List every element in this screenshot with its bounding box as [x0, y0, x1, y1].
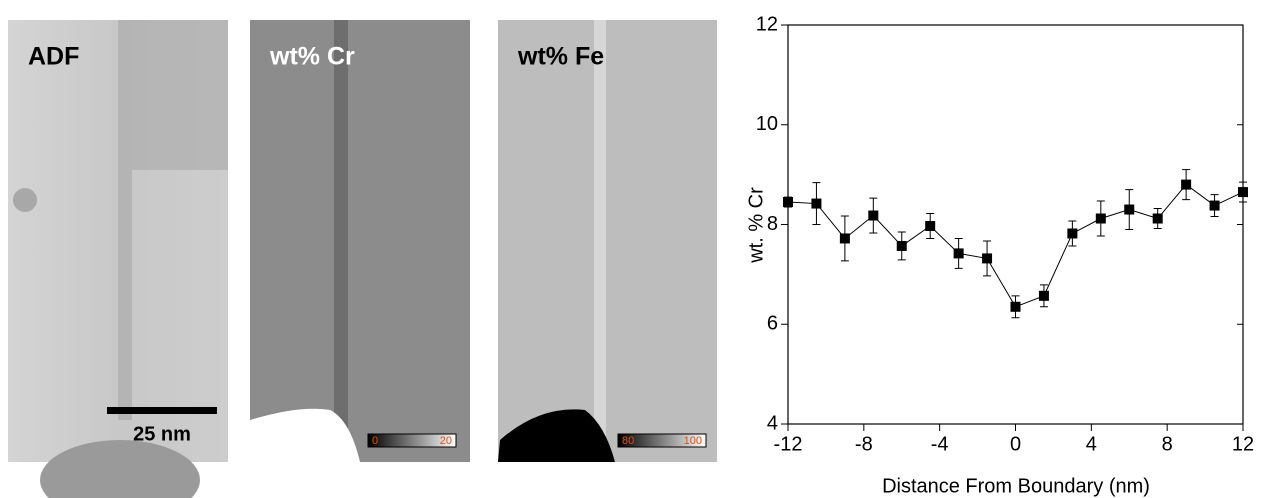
colorbar-label: 80 [622, 435, 634, 447]
boundary [334, 20, 348, 440]
data-point [1095, 213, 1106, 224]
cr-panel: 0 20 wt% Cr [250, 20, 470, 462]
x-tick-label: 8 [1162, 433, 1173, 455]
data-point [953, 248, 964, 259]
x-tick-label: -12 [774, 433, 803, 455]
data-point [1038, 290, 1049, 301]
image-region [125, 20, 228, 170]
image [498, 20, 717, 462]
chart: Distance From Boundary (nm) wt. % Cr -12… [745, 13, 1254, 497]
particle [13, 188, 37, 212]
y-axis-label: wt. % Cr [745, 187, 767, 264]
data-point [896, 240, 907, 251]
colorbar-label: 20 [440, 435, 452, 447]
data-point [1209, 200, 1220, 211]
y-tick-label: 4 [767, 412, 778, 434]
data-point [925, 220, 936, 231]
colorbar-label: 0 [372, 435, 378, 447]
x-axis-label: Distance From Boundary (nm) [882, 475, 1150, 497]
colorbar [617, 433, 707, 448]
panel-title: wt% Cr [269, 43, 355, 71]
particle [250, 408, 360, 462]
data-point [982, 253, 993, 264]
y-tick-label: 6 [767, 313, 778, 335]
particle [40, 440, 200, 498]
data-point [1067, 228, 1078, 239]
colorbar-label: 100 [684, 435, 702, 447]
data-point [839, 233, 850, 244]
data-point [1152, 213, 1163, 224]
y-tick-label: 10 [756, 113, 778, 135]
x-tick-label: 4 [1086, 433, 1097, 455]
x-tick-label: -4 [931, 433, 949, 455]
plot-frame [787, 24, 1244, 425]
particle [498, 409, 615, 462]
data-point [1181, 179, 1192, 190]
x-tick-label: 0 [1010, 433, 1021, 455]
data-point [868, 210, 879, 221]
data-line [787, 183, 1244, 308]
boundary [594, 20, 606, 440]
data-point [811, 198, 822, 209]
scale-bar [107, 407, 217, 414]
panel-title: wt% Fe [517, 43, 604, 71]
image [250, 20, 470, 462]
x-tick-label: 12 [1232, 433, 1254, 455]
colorbar [367, 433, 457, 448]
x-tick-label: -8 [855, 433, 873, 455]
data-point [783, 197, 793, 208]
y-tick-label: 12 [756, 13, 778, 35]
panel-title: ADF [28, 43, 79, 71]
data-point [1238, 187, 1248, 198]
boundary [118, 20, 132, 420]
fe-panel: 80 100 wt% Fe [498, 20, 717, 462]
adf-panel: 25 nm ADF [8, 20, 228, 498]
y-tick-label: 8 [767, 213, 778, 235]
data-point [1124, 204, 1135, 215]
data-point [1010, 301, 1021, 312]
scale-bar-label: 25 nm [133, 423, 191, 445]
